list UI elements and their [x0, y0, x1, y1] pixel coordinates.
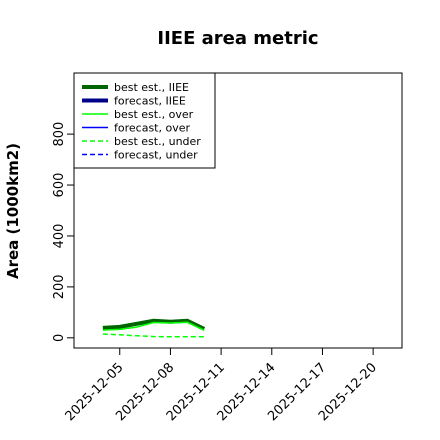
y-axis-label: Area (1000km2) — [4, 143, 22, 279]
y-tick-label: 800 — [52, 122, 67, 147]
y-tick-label: 400 — [52, 224, 67, 249]
y-tick-label: 600 — [52, 173, 67, 198]
series-line — [102, 321, 205, 331]
y-tick-label: 200 — [52, 274, 67, 299]
legend-label: forecast, IIEE — [114, 95, 186, 108]
y-tick-label: 0 — [52, 334, 67, 342]
series-line — [102, 318, 206, 331]
legend-label: best est., under — [114, 135, 201, 148]
chart-title: IIEE area metric — [157, 28, 318, 49]
legend-label: best est., over — [114, 108, 194, 121]
legend-label: forecast, over — [114, 122, 190, 135]
legend-label: best est., IIEE — [114, 81, 189, 94]
series-line — [102, 333, 205, 338]
legend-label: forecast, under — [114, 149, 198, 162]
plot-frame — [73, 72, 403, 349]
